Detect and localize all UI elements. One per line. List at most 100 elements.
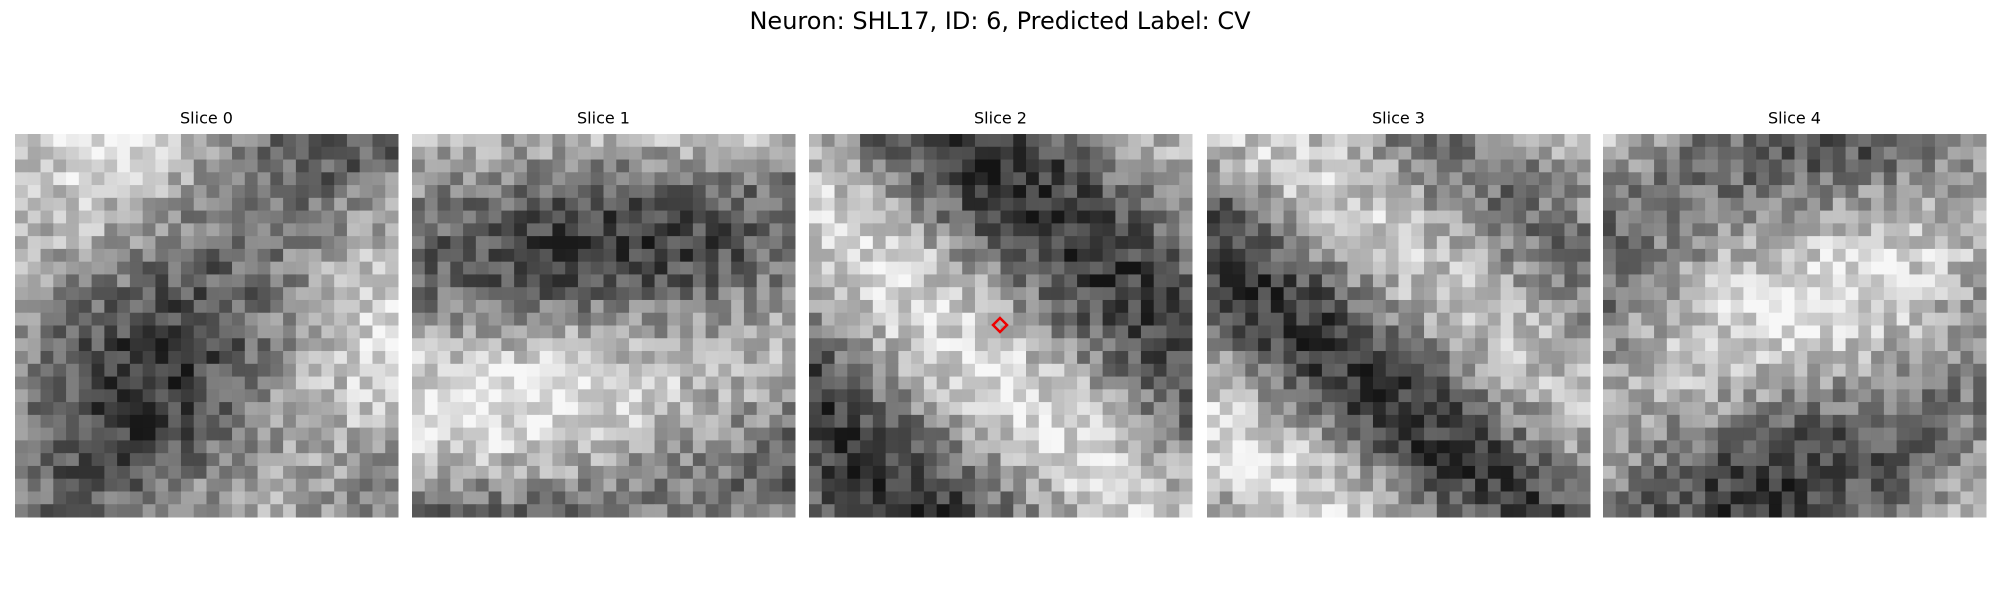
pixel [692,299,707,314]
pixel [40,248,54,263]
pixel [346,274,361,288]
pixel [590,363,604,378]
pixel [1973,478,1987,492]
pixel [654,248,668,263]
pixel [346,146,361,161]
pixel [539,274,553,288]
pixel [692,146,707,161]
pixel [295,491,310,505]
pixel [1462,287,1476,301]
pixel [155,236,169,250]
pixel [1089,465,1104,480]
pixel [1500,351,1514,365]
pixel [1309,325,1323,339]
pixel [385,172,399,186]
pixel [1730,236,1744,250]
pixel [78,478,93,492]
pixel [514,478,528,492]
pixel [1973,414,1987,429]
pixel [91,299,105,314]
pixel [629,236,643,250]
pixel [1538,287,1553,301]
pixel [1347,185,1361,199]
pixel [1641,185,1655,199]
pixel [1807,427,1821,441]
pixel [206,210,220,224]
pixel [1102,325,1116,339]
pixel [1115,389,1129,403]
pixel [1577,299,1591,314]
pixel [78,351,93,365]
pixel [1232,465,1246,480]
pixel [1960,325,1974,339]
pixel [180,414,195,429]
pixel [962,363,976,378]
pixel [1000,146,1014,161]
pixel [1038,325,1053,339]
pixel [1013,389,1027,403]
pixel [1666,325,1681,339]
pixel [1679,440,1693,454]
pixel [142,274,156,288]
pixel [821,465,836,480]
pixel [1666,134,1681,148]
pixel [526,491,541,505]
pixel [334,414,348,429]
pixel [1232,287,1246,301]
pixel [1166,376,1180,390]
pixel [782,376,796,390]
pixel [1743,197,1757,212]
pixel [1411,402,1425,416]
pixel [1102,351,1116,365]
pixel [616,299,630,314]
pixel [206,261,220,275]
pixel [949,146,963,161]
pixel [731,312,745,326]
pixel [1077,146,1091,161]
pixel [1038,414,1053,429]
pixel [244,210,259,224]
pixel [1179,236,1193,250]
pixel [168,376,182,390]
pixel [1513,351,1527,365]
pixel [974,504,989,518]
pixel [590,402,604,416]
pixel [1513,465,1527,480]
pixel [1051,274,1065,288]
pixel [1258,312,1272,326]
pixel [949,338,963,352]
pixel [129,261,144,275]
pixel [680,210,694,224]
pixel [911,376,925,390]
pixel [1768,134,1783,148]
pixel [1449,159,1463,173]
pixel [1551,134,1565,148]
pixel [654,351,668,365]
pixel [1436,172,1451,186]
pixel [1615,376,1630,390]
pixel [1871,185,1885,199]
pixel [1283,185,1297,199]
pixel [756,402,770,416]
pixel [40,159,54,173]
pixel [129,223,144,237]
pixel [53,465,67,480]
pixel [1768,312,1783,326]
pixel [860,453,874,467]
pixel [1666,299,1681,314]
pixel [1360,465,1374,480]
pixel [257,248,271,263]
pixel [475,351,490,365]
pixel [193,478,207,492]
pixel [731,351,745,365]
pixel [1038,210,1053,224]
pixel [1385,440,1399,454]
pixel [1089,491,1104,505]
pixel [1781,236,1795,250]
pixel [385,210,399,224]
pixel [27,223,42,237]
pixel [1258,453,1272,467]
pixel [1283,287,1297,301]
pixel [1794,351,1808,365]
pixel [1615,338,1630,352]
